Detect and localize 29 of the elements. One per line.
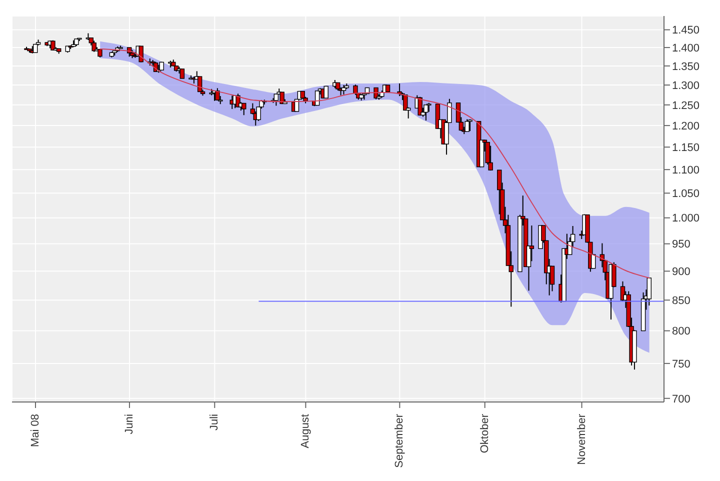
candlestick (92, 40, 96, 52)
x-tick-label: Oktober (478, 414, 491, 454)
x-tick-label: Mai 08 (29, 414, 42, 448)
candlestick (353, 84, 358, 96)
y-tick-label: 700 (672, 393, 690, 406)
candlestick (180, 68, 185, 79)
y-tick-label: 1.400 (672, 42, 700, 54)
candlestick (242, 102, 246, 116)
candlestick (197, 76, 202, 92)
y-tick-label: 850 (672, 295, 690, 308)
y-tick-label: 900 (672, 266, 690, 278)
y-tick-label: 1.000 (672, 212, 700, 225)
y-tick-label: 1.200 (672, 120, 700, 132)
y-tick-label: 1.450 (672, 24, 700, 37)
y-tick-label: 800 (672, 326, 690, 338)
x-tick-label: September (394, 414, 406, 468)
x-tick-label: August (300, 414, 312, 448)
y-tick-label: 1.150 (672, 142, 700, 154)
y-tick-label: 1.350 (672, 60, 700, 73)
x-tick-label: Juli (208, 414, 221, 431)
y-tick-label: 1.300 (672, 80, 700, 92)
candlestick (488, 145, 493, 172)
x-tick-label: Juni (123, 414, 136, 434)
x-tick-label: November (576, 414, 588, 465)
y-tick-label: 950 (672, 238, 690, 251)
y-tick-label: 1.250 (672, 100, 700, 112)
y-tick-label: 1.100 (672, 164, 700, 177)
y-tick-label: 1.050 (672, 188, 700, 200)
y-tick-label: 750 (672, 358, 690, 370)
